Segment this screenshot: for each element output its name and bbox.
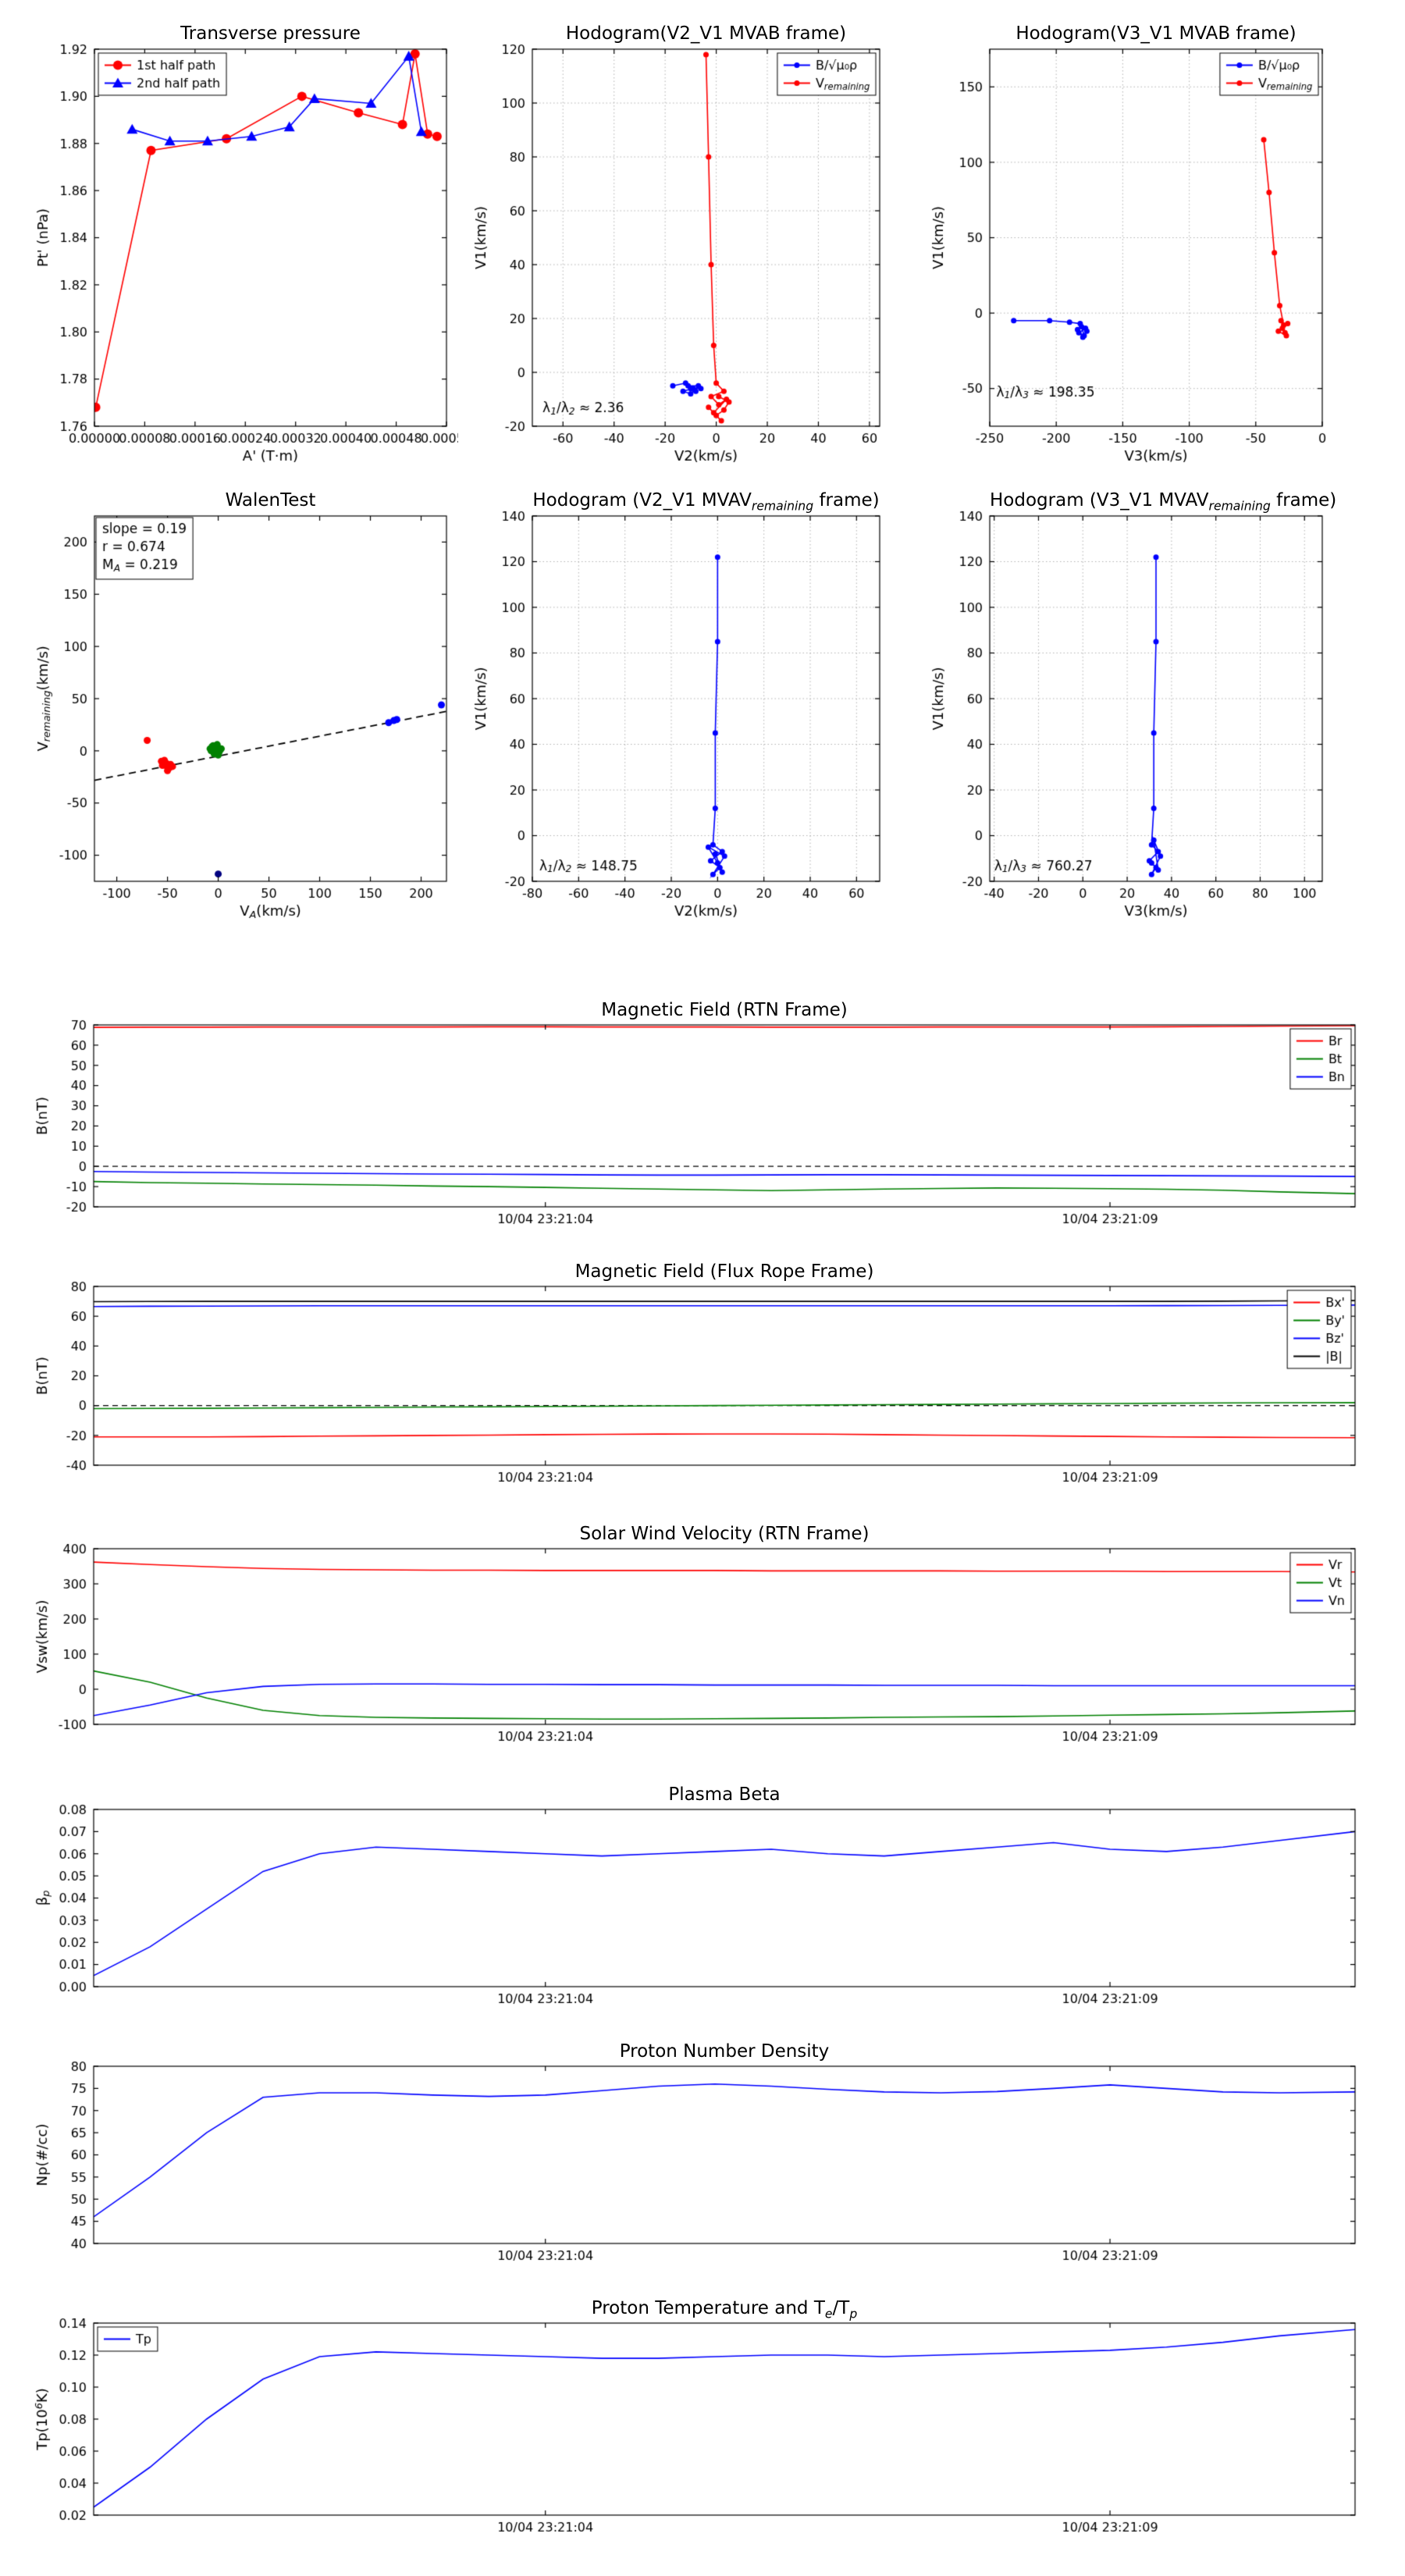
chart-magnetic-field-flux-rope: Magnetic Field (Flux Rope Frame) (31, 1259, 1367, 1495)
hodogram-v3v1-mvav-canvas (927, 485, 1334, 920)
chart-hodogram-v2v1-mvab: Hodogram(V2_V1 MVAB frame) (470, 18, 891, 465)
chart-transverse-pressure: Transverse pressure (32, 18, 458, 465)
chart-proton-temperature: Proton Temperature and Te/Tp (31, 2296, 1367, 2545)
hodogram-v3v1-mvav-title: Hodogram (V3_V1 MVAVremaining frame) (990, 490, 1337, 514)
plasma-beta-title: Plasma Beta (668, 1784, 781, 1805)
chart-proton-number-density: Proton Number Density (31, 2039, 1367, 2273)
walen-test-title: WalenTest (225, 490, 316, 511)
magnetic-field-rtn-title: Magnetic Field (RTN Frame) (601, 1000, 848, 1020)
magnetic-field-flux-rope-title: Magnetic Field (Flux Rope Frame) (574, 1261, 874, 1282)
chart-plasma-beta: Plasma Beta (31, 1782, 1367, 2016)
plasma-beta-canvas (31, 1782, 1367, 2016)
transverse-pressure-canvas (32, 18, 458, 465)
hodogram-v2v1-mvav-canvas (470, 485, 891, 920)
hodogram-v2v1-mvav-title: Hodogram (V2_V1 MVAVremaining frame) (532, 490, 880, 514)
chart-hodogram-v3v1-mvab: Hodogram(V3_V1 MVAB frame) (927, 18, 1334, 465)
chart-hodogram-v2v1-mvav: Hodogram (V2_V1 MVAVremaining frame) (470, 485, 891, 920)
magnetic-field-flux-rope-canvas (31, 1259, 1367, 1495)
chart-magnetic-field-rtn: Magnetic Field (RTN Frame) (31, 998, 1367, 1236)
chart-hodogram-v3v1-mvav: Hodogram (V3_V1 MVAVremaining frame) (927, 485, 1337, 920)
hodogram-v3v1-mvab-title: Hodogram(V3_V1 MVAB frame) (1016, 23, 1297, 44)
magnetic-field-rtn-canvas (31, 998, 1367, 1236)
proton-number-density-title: Proton Number Density (619, 2041, 830, 2062)
chart-walen-test: WalenTest (32, 485, 458, 920)
hodogram-v3v1-mvab-canvas (927, 18, 1334, 465)
transverse-pressure-title: Transverse pressure (180, 23, 361, 44)
walen-test-canvas (32, 485, 458, 920)
chart-solar-wind-velocity: Solar Wind Velocity (RTN Frame) (31, 1521, 1367, 1754)
proton-temperature-title: Proton Temperature and Te/Tp (591, 2298, 858, 2322)
solar-wind-velocity-title: Solar Wind Velocity (RTN Frame) (579, 1524, 870, 1544)
proton-temperature-canvas (31, 2296, 1367, 2545)
solar-wind-velocity-canvas (31, 1521, 1367, 1754)
proton-number-density-canvas (31, 2039, 1367, 2273)
hodogram-v2v1-mvab-canvas (470, 18, 891, 465)
hodogram-v2v1-mvab-title: Hodogram(V2_V1 MVAB frame) (565, 23, 847, 44)
